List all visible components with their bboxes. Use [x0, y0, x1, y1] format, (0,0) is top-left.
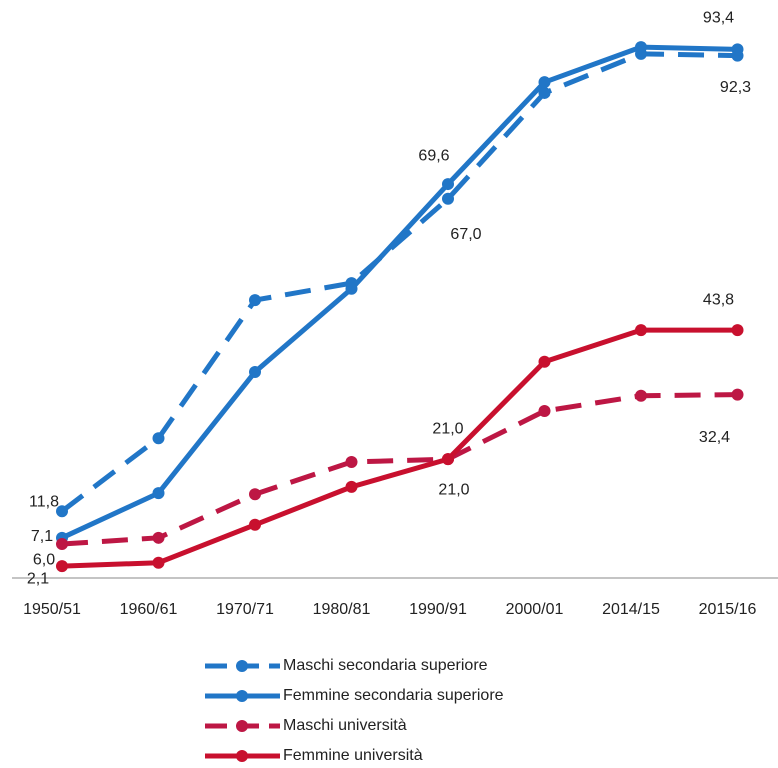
point-marker — [56, 538, 68, 551]
point-marker — [152, 432, 165, 445]
point-marker — [538, 355, 551, 368]
data-label: 43,8 — [703, 291, 734, 308]
point-marker — [538, 86, 551, 99]
legend-marker — [236, 720, 248, 732]
series-line — [61, 392, 738, 547]
x-tick-label: 2000/01 — [506, 601, 564, 618]
point-marker — [731, 324, 744, 337]
data-label: 2,1 — [27, 570, 49, 587]
legend-label: Maschi secondaria superiore — [283, 657, 488, 674]
point-marker — [442, 453, 454, 466]
point-marker — [249, 365, 261, 378]
x-tick-label: 1970/71 — [216, 601, 274, 618]
point-marker — [731, 388, 744, 401]
legend-label: Femmine secondaria superiore — [283, 687, 504, 704]
point-marker — [442, 192, 454, 205]
data-label: 21,0 — [438, 481, 469, 498]
data-label: 69,6 — [418, 147, 449, 164]
point-marker — [538, 405, 551, 418]
point-marker — [249, 518, 261, 531]
point-marker — [635, 324, 647, 337]
x-tick-label: 1950/51 — [23, 601, 81, 618]
series-line — [60, 44, 738, 541]
point-marker — [635, 389, 647, 402]
point-marker — [538, 76, 551, 89]
x-tick-label: 1980/81 — [313, 601, 371, 618]
data-label: 67,0 — [450, 226, 481, 243]
legend-label: Femmine università — [283, 747, 423, 764]
point-marker — [345, 282, 358, 295]
point-marker — [249, 294, 261, 307]
point-marker — [56, 560, 68, 573]
point-marker — [442, 178, 454, 191]
x-tick-label: 2015/16 — [699, 601, 757, 618]
x-tick-label: 1960/61 — [120, 601, 178, 618]
point-marker — [152, 531, 165, 544]
point-marker — [731, 43, 744, 56]
point-marker — [152, 487, 165, 500]
point-marker — [56, 505, 68, 518]
legend-marker — [236, 690, 248, 702]
point-marker — [635, 41, 647, 54]
data-label: 21,0 — [432, 420, 463, 437]
data-label: 92,3 — [720, 79, 751, 96]
legend-marker — [236, 660, 248, 672]
point-marker — [152, 556, 165, 569]
legend-label: Maschi università — [283, 717, 407, 734]
data-label: 32,4 — [699, 429, 730, 446]
x-tick-label: 1990/91 — [409, 601, 467, 618]
point-marker — [249, 488, 261, 501]
series-line — [61, 327, 738, 569]
data-label: 93,4 — [703, 10, 734, 27]
data-label: 7,1 — [31, 528, 53, 545]
legend-marker — [236, 750, 248, 762]
point-marker — [345, 480, 358, 493]
point-marker — [345, 455, 358, 468]
series-line — [60, 51, 738, 514]
data-label: 6,0 — [33, 551, 55, 568]
data-label: 11,8 — [29, 493, 59, 510]
x-tick-label: 2014/15 — [602, 601, 660, 618]
